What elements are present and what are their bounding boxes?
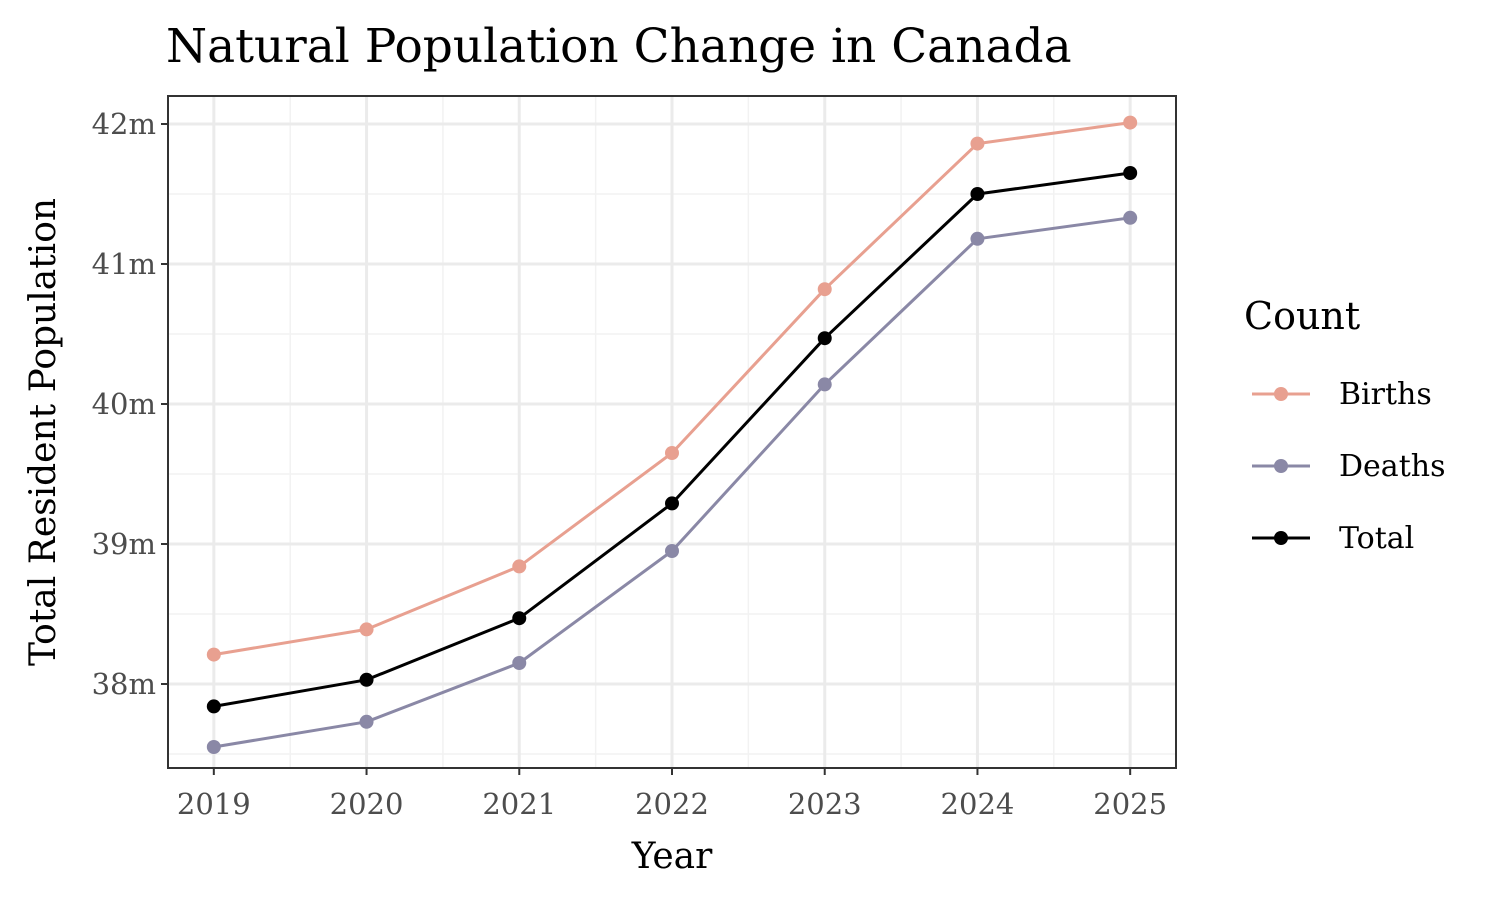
y-tick-label: 42m [92,107,156,141]
data-point-deaths [1123,210,1138,225]
legend-title: Count [1244,294,1360,338]
data-point-total [665,496,679,511]
data-point-deaths [359,714,374,729]
x-axis: 2019 2020 2021 2022 2023 2024 2025 [177,768,1167,821]
data-point-births [817,282,832,297]
legend-item-births: Births [1252,377,1432,412]
legend-label: Total [1339,521,1414,556]
data-point-deaths [512,656,527,670]
chart-title: Natural Population Change in Canada [166,19,1072,74]
x-axis-title: Year [631,836,713,877]
data-point-total [817,331,832,346]
y-tick-label: 40m [92,387,156,421]
y-tick-label: 39m [92,527,156,561]
data-point-births [206,647,221,662]
legend-item-total: Total [1252,521,1414,556]
legend-key-point [1274,531,1288,545]
legend-label: Births [1339,377,1432,412]
y-tick-label: 41m [92,247,156,281]
x-tick-label: 2021 [482,787,556,821]
legend-key-point [1274,459,1288,473]
x-tick-label: 2023 [788,787,862,821]
data-point-deaths [206,740,221,754]
series-births [206,115,1138,662]
data-point-total [206,699,221,714]
legend-key-point [1274,387,1288,401]
y-axis: 38m 39m 40m 41m 42m [92,107,168,701]
x-tick-label: 2024 [941,787,1015,821]
data-point-deaths [817,377,832,392]
data-point-total [970,187,985,201]
legend-item-deaths: Deaths [1252,449,1445,484]
data-point-births [359,622,374,637]
series-total [206,166,1138,714]
data-point-births [665,446,679,460]
series-layer [206,115,1138,754]
data-point-births [1123,115,1138,130]
data-point-births [512,559,527,574]
x-tick-label: 2020 [330,787,404,821]
legend: Count Births Deaths Total [1244,294,1445,556]
x-tick-label: 2022 [635,787,709,821]
data-point-total [512,611,527,626]
series-deaths [206,210,1138,754]
x-tick-label: 2019 [177,787,251,821]
plot-panel [167,95,1177,769]
y-tick-label: 38m [92,667,156,701]
x-tick-label: 2025 [1093,787,1167,821]
y-axis-title: Total Resident Population [23,198,64,666]
data-point-births [970,136,985,151]
data-point-total [359,672,374,687]
data-point-deaths [970,231,985,246]
data-point-total [1123,166,1138,180]
legend-label: Deaths [1339,449,1445,484]
data-point-deaths [665,544,679,558]
legend-items: Births Deaths Total [1252,377,1445,556]
